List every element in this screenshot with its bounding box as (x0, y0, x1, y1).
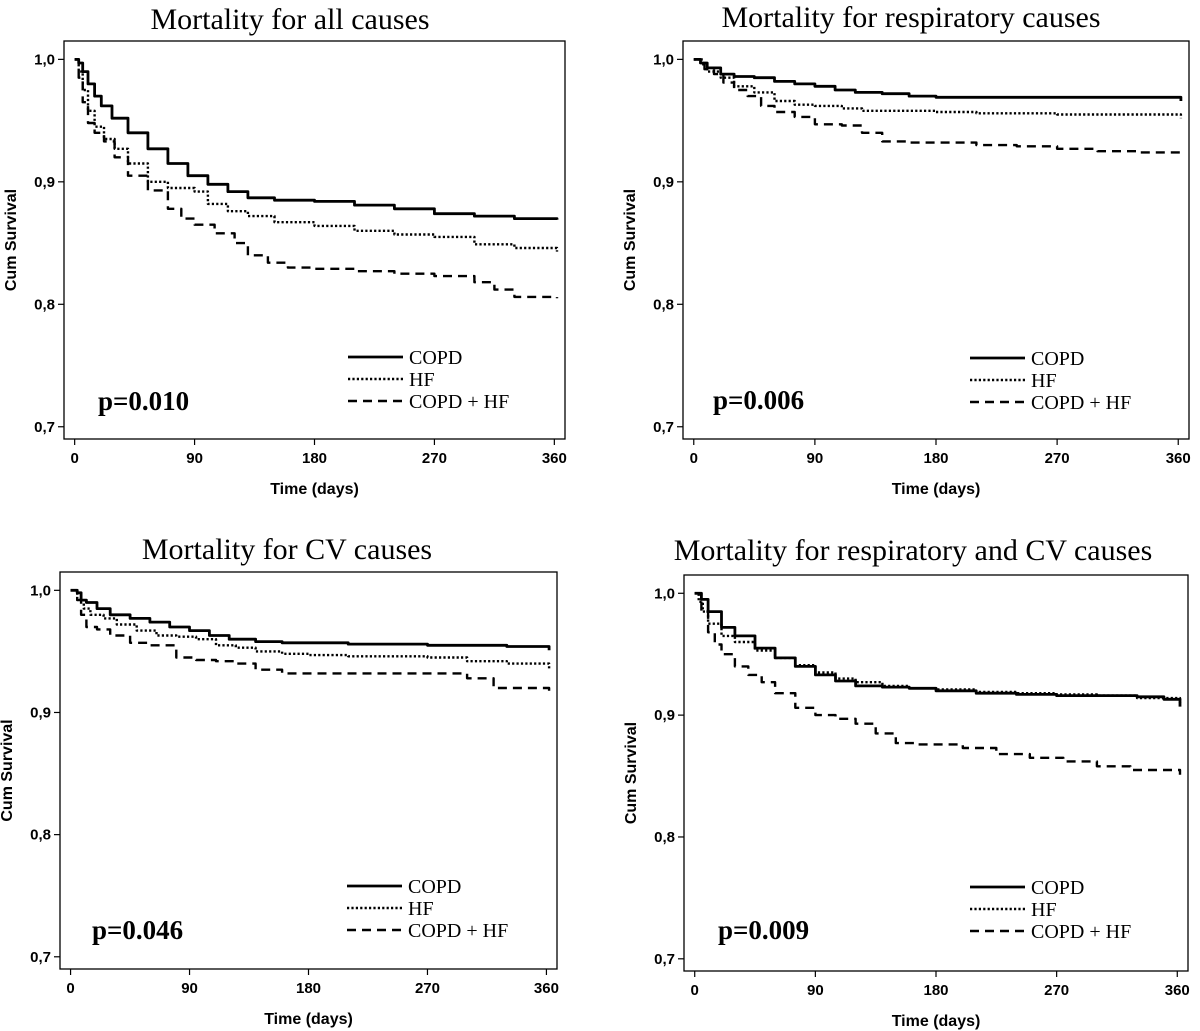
x-axis-label: Time (days) (270, 481, 359, 498)
plot-frame (59, 571, 558, 970)
legend-label-copd: COPD (1031, 877, 1084, 899)
legend-label-copd: COPD (408, 876, 461, 898)
y-tick-label: 0,9 (34, 174, 55, 191)
x-axis-label: Time (days) (892, 481, 981, 498)
series-line-copd-hf (70, 589, 551, 695)
x-axis-label: Time (days) (264, 1011, 353, 1028)
y-tick-label: 0,7 (654, 951, 675, 968)
legend-label-copd-hf: COPD + HF (409, 391, 509, 413)
series-line-hf (693, 58, 1183, 119)
x-tick-label: 0 (690, 450, 698, 467)
x-tick-label: 90 (181, 980, 198, 997)
y-tick-label: 1,0 (653, 51, 674, 68)
chart-title: Mortality for CV causes (142, 533, 432, 566)
y-tick-label: 0,8 (653, 296, 674, 313)
x-tick-label: 180 (296, 980, 321, 997)
x-tick-label: 360 (534, 980, 559, 997)
x-tick-label: 90 (186, 450, 203, 467)
plot-frame (682, 40, 1190, 440)
series-line-hf (74, 58, 559, 252)
x-tick-label: 270 (1044, 982, 1069, 999)
p-value: p=0.006 (713, 385, 804, 415)
x-tick-label: 360 (542, 450, 567, 467)
y-tick-label: 0,7 (653, 419, 674, 436)
y-axis-label: Cum Survival (622, 189, 639, 291)
x-tick-label: 0 (66, 980, 74, 997)
legend-label-copd-hf: COPD + HF (1031, 392, 1131, 414)
legend-label-copd: COPD (1031, 348, 1084, 370)
chart-panel-2: Mortality for respiratory causes 0 90 180 27… (622, 1, 1191, 498)
legend-label-copd: COPD (409, 347, 462, 369)
y-tick-label: 0,8 (654, 829, 675, 846)
chart-panel-1: Mortality for all causes 0 90 180 270 360 0,7 0… (3, 3, 567, 498)
y-tick-label: 0,9 (654, 707, 675, 724)
y-tick-label: 0,9 (30, 704, 51, 721)
plot-frame (63, 40, 566, 440)
p-value: p=0.046 (92, 915, 183, 945)
series-line-copd (694, 591, 1182, 707)
chart-panel-4: Mortality for respiratory and CV causes 0… (623, 534, 1190, 1030)
y-axis-label: Cum Survival (0, 719, 16, 821)
x-tick-label: 270 (415, 980, 440, 997)
x-tick-label: 90 (807, 450, 824, 467)
series-line-copd (693, 58, 1183, 101)
x-axis-label: Time (days) (892, 1013, 981, 1030)
x-tick-label: 270 (422, 450, 447, 467)
chart-title: Mortality for respiratory and CV causes (674, 534, 1153, 567)
p-value: p=0.010 (98, 386, 189, 416)
y-tick-label: 1,0 (30, 582, 51, 599)
x-tick-label: 180 (923, 982, 948, 999)
x-tick-label: 0 (70, 450, 78, 467)
series-line-copd-hf (694, 592, 1182, 775)
x-tick-label: 180 (302, 450, 327, 467)
legend-label-copd-hf: COPD + HF (1031, 921, 1131, 943)
series-line-copd-hf (693, 58, 1183, 158)
y-tick-label: 0,7 (34, 419, 55, 436)
y-axis-label: Cum Survival (623, 722, 640, 824)
x-tick-label: 0 (691, 982, 699, 999)
series-line-copd (70, 588, 551, 651)
chart-title: Mortality for all causes (150, 3, 429, 36)
y-axis-label: Cum Survival (3, 189, 20, 291)
legend-label-hf: HF (1031, 899, 1057, 921)
chart-title: Mortality for respiratory causes (721, 1, 1100, 34)
series-line-hf (70, 589, 551, 670)
legend-label-hf: HF (1031, 370, 1057, 392)
y-tick-label: 0,7 (30, 949, 51, 966)
x-tick-label: 270 (1045, 450, 1070, 467)
y-tick-label: 0,8 (30, 827, 51, 844)
series-line-copd (74, 58, 559, 220)
y-tick-label: 1,0 (34, 51, 55, 68)
plot-frame (683, 574, 1189, 972)
series-line-copd-hf (74, 58, 559, 299)
y-tick-label: 0,9 (653, 174, 674, 191)
y-tick-label: 1,0 (654, 585, 675, 602)
legend-label-hf: HF (408, 898, 434, 920)
y-tick-label: 0,8 (34, 296, 55, 313)
legend-label-hf: HF (409, 369, 435, 391)
x-tick-label: 180 (923, 450, 948, 467)
p-value: p=0.009 (718, 915, 809, 945)
x-tick-label: 360 (1165, 982, 1190, 999)
series-line-hf (694, 592, 1182, 703)
x-tick-label: 360 (1166, 450, 1191, 467)
x-tick-label: 90 (807, 982, 824, 999)
legend-label-copd-hf: COPD + HF (408, 920, 508, 942)
chart-panel-3: Mortality for CV causes 0 90 180 270 360 0,7 0,… (0, 533, 559, 1028)
